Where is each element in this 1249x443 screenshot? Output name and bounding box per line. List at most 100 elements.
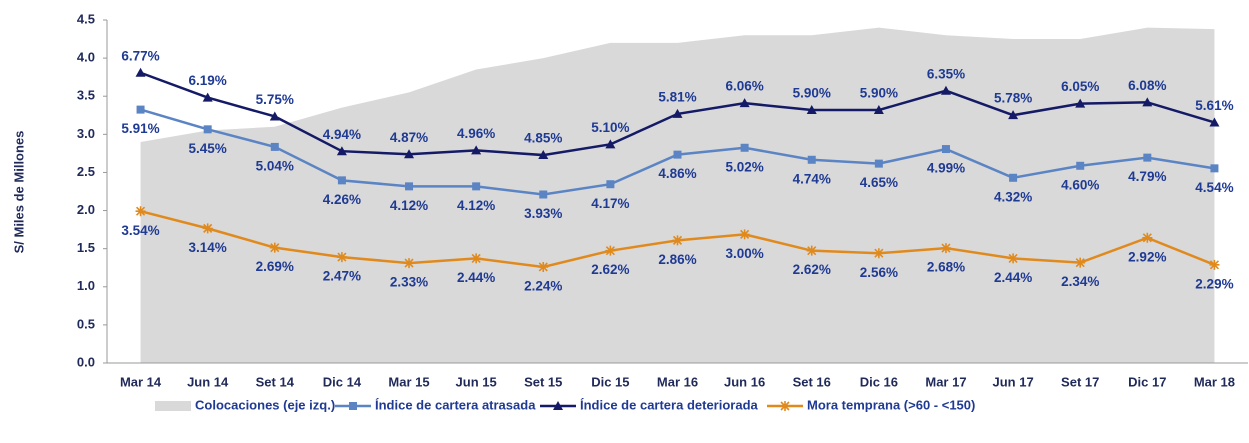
- x-tick-label: Mar 16: [657, 374, 698, 389]
- marker: [807, 155, 816, 164]
- x-tick-label: Dic 14: [323, 374, 362, 389]
- marker: [539, 190, 548, 199]
- data-label: 5.91%: [121, 121, 159, 136]
- data-label: 3.54%: [121, 223, 159, 238]
- marker: [1009, 173, 1018, 182]
- data-label: 2.47%: [323, 269, 361, 284]
- data-label: 5.81%: [658, 89, 696, 104]
- data-label: 6.05%: [1061, 79, 1099, 94]
- legend-label: Mora temprana (>60 - <150): [807, 397, 975, 412]
- data-label: 2.62%: [591, 262, 629, 277]
- data-label: 2.86%: [658, 252, 696, 267]
- marker: [673, 150, 682, 159]
- marker: [202, 223, 213, 234]
- marker: [605, 245, 616, 256]
- x-tick-label: Jun 16: [724, 374, 765, 389]
- marker: [472, 182, 481, 191]
- marker: [1008, 110, 1019, 120]
- data-label: 4.99%: [927, 161, 965, 176]
- data-label: 2.62%: [793, 262, 831, 277]
- marker: [270, 142, 279, 151]
- data-label: 2.29%: [1195, 276, 1233, 291]
- x-tick-label: Jun 15: [456, 374, 497, 389]
- x-tick-label: Set 16: [793, 374, 831, 389]
- data-label: 4.94%: [323, 127, 361, 142]
- data-label: 6.06%: [725, 79, 763, 94]
- legend-label: Índice de cartera deteriorada: [580, 397, 759, 412]
- x-tick-label: Jun 17: [992, 374, 1033, 389]
- data-label: 2.92%: [1128, 249, 1166, 264]
- data-label: 4.65%: [860, 175, 898, 190]
- data-label: 5.61%: [1195, 98, 1233, 113]
- marker: [1210, 164, 1219, 173]
- data-label: 4.12%: [457, 198, 495, 213]
- marker: [672, 235, 683, 246]
- marker: [806, 105, 817, 115]
- marker: [203, 125, 212, 134]
- data-label: 2.33%: [390, 275, 428, 290]
- marker: [606, 180, 615, 189]
- marker: [672, 108, 683, 118]
- marker: [873, 105, 884, 115]
- data-label: 6.08%: [1128, 78, 1166, 93]
- marker: [336, 146, 347, 156]
- legend-label: Índice de cartera atrasada: [375, 397, 536, 412]
- legend-marker: [553, 401, 563, 410]
- marker: [1209, 259, 1220, 270]
- x-tick-label: Dic 17: [1128, 374, 1166, 389]
- data-label: 5.04%: [256, 158, 294, 173]
- y-tick-label: 4.0: [77, 50, 95, 65]
- data-label: 4.85%: [524, 131, 562, 146]
- data-label: 4.74%: [793, 171, 831, 186]
- y-tick-label: 0.5: [77, 316, 95, 331]
- x-tick-label: Mar 18: [1194, 374, 1235, 389]
- x-tick-label: Dic 15: [591, 374, 629, 389]
- marker: [404, 258, 415, 269]
- marker: [538, 150, 549, 160]
- data-label: 3.00%: [725, 246, 763, 261]
- marker: [1075, 98, 1086, 108]
- marker: [940, 243, 951, 254]
- x-tick-label: Mar 15: [388, 374, 429, 389]
- marker: [136, 105, 145, 114]
- legend-marker: [349, 402, 357, 410]
- marker: [941, 145, 950, 154]
- y-tick-label: 1.5: [77, 240, 95, 255]
- data-label: 2.34%: [1061, 274, 1099, 289]
- marker: [269, 242, 280, 253]
- marker: [1143, 153, 1152, 162]
- marker: [1075, 257, 1086, 268]
- data-label: 2.56%: [860, 265, 898, 280]
- marker: [740, 143, 749, 152]
- data-label: 2.44%: [994, 270, 1032, 285]
- marker: [940, 85, 951, 95]
- marker: [538, 261, 549, 272]
- marker: [1209, 117, 1220, 127]
- x-tick-label: Set 14: [256, 374, 295, 389]
- data-label: 4.17%: [591, 196, 629, 211]
- marker: [806, 245, 817, 256]
- marker: [202, 92, 213, 102]
- marker: [337, 176, 346, 185]
- marker: [605, 139, 616, 149]
- marker: [1076, 161, 1085, 170]
- marker: [874, 159, 883, 168]
- data-label: 3.93%: [524, 206, 562, 221]
- data-label: 6.19%: [189, 73, 227, 88]
- data-label: 4.79%: [1128, 169, 1166, 184]
- data-label: 4.86%: [658, 166, 696, 181]
- marker: [471, 253, 482, 264]
- data-label: 4.54%: [1195, 180, 1233, 195]
- marker: [135, 67, 146, 77]
- data-label: 4.32%: [994, 189, 1032, 204]
- data-label: 6.77%: [121, 48, 159, 63]
- data-label: 5.02%: [725, 159, 763, 174]
- marker: [471, 145, 482, 155]
- y-tick-label: 3.5: [77, 88, 95, 103]
- y-tick-label: 2.0: [77, 202, 95, 217]
- data-label: 5.10%: [591, 120, 629, 135]
- x-tick-label: Jun 14: [187, 374, 229, 389]
- x-tick-label: Mar 17: [925, 374, 966, 389]
- x-tick-label: Set 15: [524, 374, 562, 389]
- data-label: 5.90%: [860, 86, 898, 101]
